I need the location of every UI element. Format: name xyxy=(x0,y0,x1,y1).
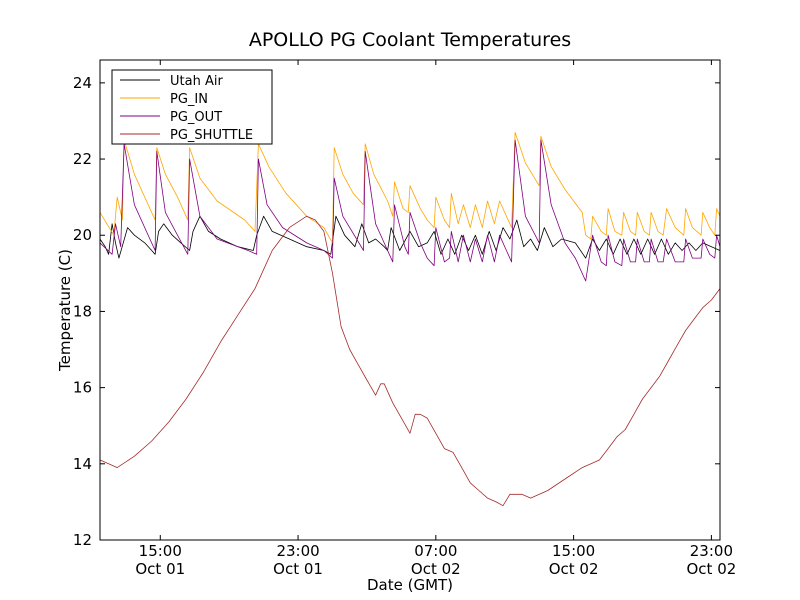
legend: Utah Air PG_IN PG_OUT PG_SHUTTLE xyxy=(111,69,273,145)
x-tick-label-date: Oct 01 xyxy=(273,560,323,578)
plot-lines xyxy=(99,131,721,507)
legend-label: PG_OUT xyxy=(170,110,222,125)
y-tick-label: 12 xyxy=(73,531,92,549)
x-tick-label-date: Oct 02 xyxy=(411,560,461,578)
x-tick-label-time: 23:00 xyxy=(276,542,319,560)
x-tick-label-date: Oct 02 xyxy=(686,560,736,578)
legend-label: Utah Air xyxy=(170,74,223,89)
x-axis-label: Date (GMT) xyxy=(367,576,453,594)
y-axis-ticks: 12 14 16 18 20 22 24 xyxy=(73,74,720,549)
series-line-utah-air xyxy=(99,215,721,259)
series-line-pg-out xyxy=(99,139,721,282)
chart-title: APOLLO PG Coolant Temperatures xyxy=(249,29,571,51)
y-tick-label: 24 xyxy=(73,74,92,92)
x-tick-label-time: 23:00 xyxy=(690,542,733,560)
y-tick-label: 14 xyxy=(73,455,92,473)
y-tick-label: 16 xyxy=(73,379,92,397)
legend-box xyxy=(111,69,273,145)
y-tick-label: 22 xyxy=(73,150,92,168)
series-line-pg-in xyxy=(99,131,721,244)
y-tick-label: 20 xyxy=(73,226,92,244)
x-tick-label-time: 07:00 xyxy=(414,542,457,560)
y-tick-label: 18 xyxy=(73,302,92,320)
x-tick-label-date: Oct 02 xyxy=(549,560,599,578)
series-line-pg-shuttle xyxy=(99,215,721,507)
plot-frame xyxy=(99,59,721,541)
y-axis-label: Temperature (C) xyxy=(56,249,74,372)
legend-label: PG_SHUTTLE xyxy=(170,128,253,143)
x-tick-label-time: 15:00 xyxy=(139,542,182,560)
x-tick-label-time: 15:00 xyxy=(552,542,595,560)
x-tick-label-date: Oct 01 xyxy=(135,560,185,578)
legend-label: PG_IN xyxy=(170,92,208,107)
